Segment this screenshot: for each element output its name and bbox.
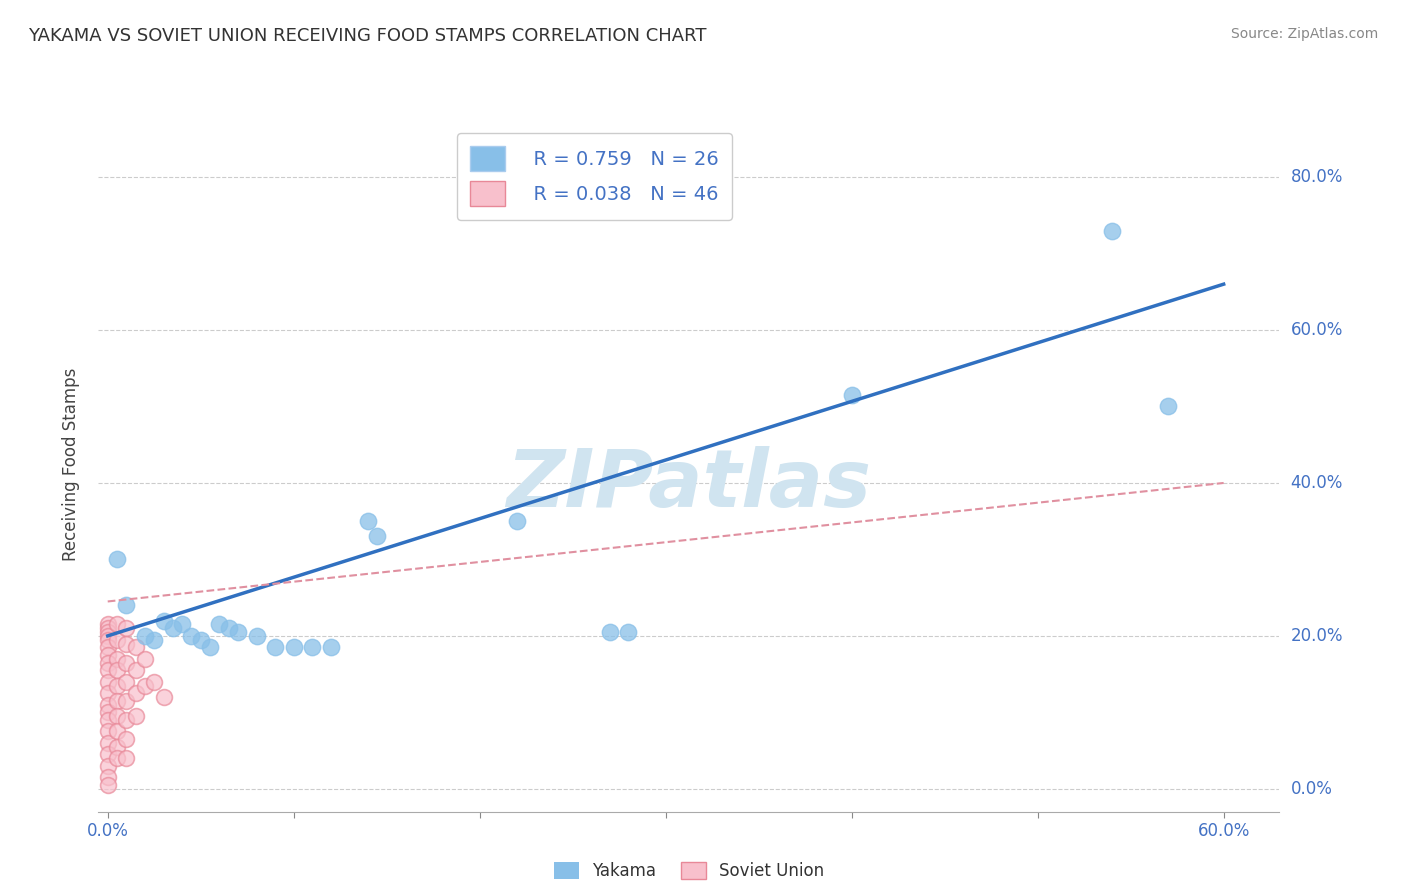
Point bbox=[1101, 224, 1123, 238]
Text: 40.0%: 40.0% bbox=[1291, 474, 1343, 492]
Point bbox=[115, 732, 138, 747]
Point bbox=[97, 625, 120, 640]
Point bbox=[124, 686, 146, 700]
Point bbox=[208, 617, 231, 632]
Point bbox=[97, 674, 120, 689]
Point bbox=[115, 751, 138, 765]
Point bbox=[180, 629, 202, 643]
Point bbox=[105, 751, 128, 765]
Point bbox=[124, 709, 146, 723]
Point bbox=[97, 629, 120, 643]
Point bbox=[97, 686, 120, 700]
Point bbox=[97, 778, 120, 792]
Point bbox=[97, 656, 120, 670]
Point bbox=[115, 599, 138, 613]
Point bbox=[105, 679, 128, 693]
Point bbox=[366, 529, 388, 543]
Point bbox=[105, 694, 128, 708]
Point bbox=[143, 632, 166, 647]
Text: 0.0%: 0.0% bbox=[1291, 780, 1333, 797]
Point bbox=[97, 747, 120, 762]
Point bbox=[134, 652, 156, 666]
Point bbox=[264, 640, 287, 655]
Point bbox=[115, 694, 138, 708]
Point bbox=[506, 514, 529, 528]
Point bbox=[97, 621, 120, 635]
Legend: Yakama, Soviet Union: Yakama, Soviet Union bbox=[547, 855, 831, 887]
Point bbox=[105, 709, 128, 723]
Text: Source: ZipAtlas.com: Source: ZipAtlas.com bbox=[1230, 27, 1378, 41]
Point bbox=[143, 674, 166, 689]
Point bbox=[319, 640, 342, 655]
Point bbox=[97, 713, 120, 727]
Point bbox=[198, 640, 221, 655]
Point bbox=[124, 663, 146, 677]
Point bbox=[97, 640, 120, 655]
Y-axis label: Receiving Food Stamps: Receiving Food Stamps bbox=[62, 368, 80, 560]
Point bbox=[152, 614, 174, 628]
Point bbox=[97, 736, 120, 750]
Point bbox=[115, 656, 138, 670]
Text: 20.0%: 20.0% bbox=[1291, 627, 1343, 645]
Point bbox=[617, 625, 640, 640]
Point bbox=[115, 636, 138, 650]
Point bbox=[97, 706, 120, 720]
Point bbox=[97, 759, 120, 773]
Point bbox=[97, 698, 120, 712]
Point bbox=[841, 388, 863, 402]
Text: YAKAMA VS SOVIET UNION RECEIVING FOOD STAMPS CORRELATION CHART: YAKAMA VS SOVIET UNION RECEIVING FOOD ST… bbox=[28, 27, 707, 45]
Point bbox=[115, 674, 138, 689]
Point bbox=[97, 663, 120, 677]
Point bbox=[172, 617, 194, 632]
Point bbox=[115, 713, 138, 727]
Point bbox=[599, 625, 621, 640]
Point bbox=[134, 679, 156, 693]
Point bbox=[134, 629, 156, 643]
Point bbox=[190, 632, 212, 647]
Text: 80.0%: 80.0% bbox=[1291, 168, 1343, 186]
Point bbox=[124, 640, 146, 655]
Point bbox=[283, 640, 305, 655]
Point bbox=[357, 514, 380, 528]
Point bbox=[245, 629, 267, 643]
Point bbox=[105, 617, 128, 632]
Point bbox=[152, 690, 174, 704]
Point bbox=[162, 621, 184, 635]
Point bbox=[1157, 400, 1180, 414]
Point bbox=[218, 621, 240, 635]
Point bbox=[301, 640, 323, 655]
Point bbox=[105, 552, 128, 566]
Point bbox=[105, 632, 128, 647]
Point bbox=[97, 632, 120, 647]
Point bbox=[226, 625, 249, 640]
Point bbox=[97, 617, 120, 632]
Point bbox=[115, 621, 138, 635]
Point bbox=[105, 652, 128, 666]
Point bbox=[105, 739, 128, 754]
Text: 60.0%: 60.0% bbox=[1291, 321, 1343, 339]
Point bbox=[105, 663, 128, 677]
Point bbox=[97, 648, 120, 662]
Point bbox=[105, 724, 128, 739]
Text: ZIPatlas: ZIPatlas bbox=[506, 446, 872, 524]
Point bbox=[97, 724, 120, 739]
Point bbox=[97, 770, 120, 784]
